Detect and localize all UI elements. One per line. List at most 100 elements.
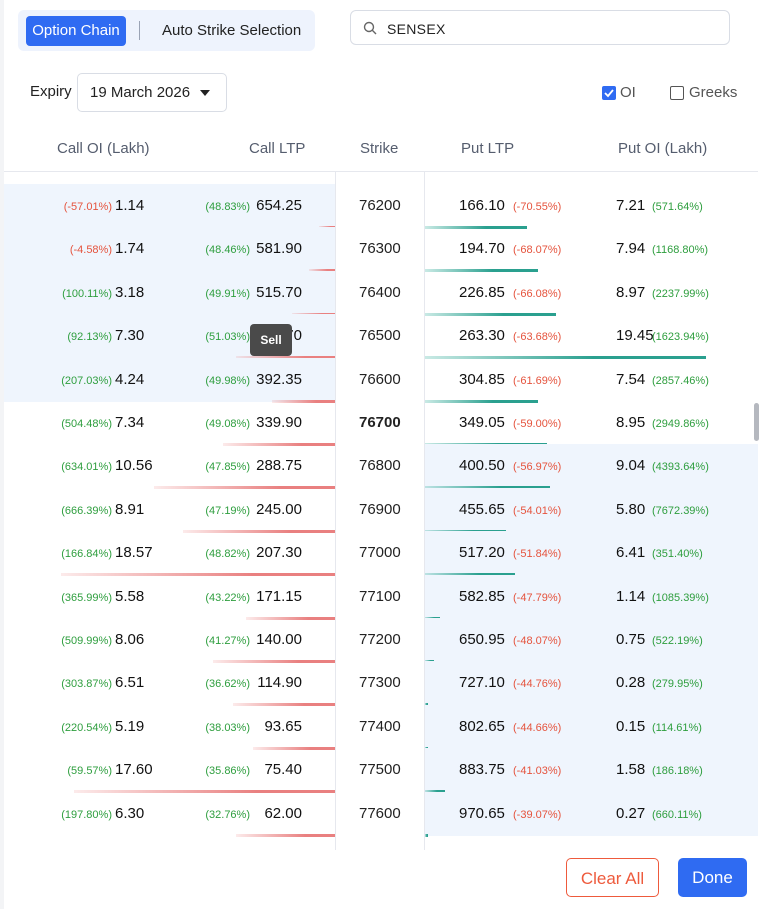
table-row[interactable]: (220.54%) 5.19 (38.03%) 93.65 77400 802.65 (-4… [4,704,758,750]
call-oi-value[interactable]: 6.30 [115,804,145,822]
put-oi-value[interactable]: 8.95 [616,414,646,431]
col-strike[interactable]: Strike [360,140,399,157]
expiry-select[interactable]: 19 March 2026 [77,73,227,112]
call-ltp-value[interactable]: 207.30 [256,544,302,562]
oi-checkbox[interactable] [602,86,616,100]
put-oi-value[interactable]: 1.14 [616,587,646,605]
table-row[interactable]: (-57.01%) 1.14 (48.83%) 654.25 76200 166.10 (-… [4,184,758,229]
call-oi-value[interactable]: 5.58 [115,587,145,605]
call-oi-value[interactable]: 3.18 [115,283,145,301]
table-row[interactable]: (197.80%) 6.30 (32.76%) 62.00 77600 970.65 (-3… [4,791,758,837]
put-ltp-value[interactable]: 582.85 [459,587,505,605]
call-oi-value[interactable]: 17.60 [115,761,153,779]
call-ltp-value[interactable]: 62.00 [264,804,302,822]
table-row[interactable]: (509.99%) 8.06 (41.27%) 140.00 77200 650.95 (-… [4,618,758,663]
put-oi-value[interactable]: 7.54 [616,370,646,388]
call-oi-value[interactable]: 8.06 [115,631,145,648]
put-oi-value[interactable]: 7.94 [616,240,646,258]
put-ltp-value[interactable]: 194.70 [459,240,505,258]
call-oi-change: (504.48%) [61,418,112,430]
put-oi-value[interactable]: 5.80 [616,500,646,518]
put-oi-change: (114.61%) [652,721,702,734]
put-oi-value[interactable]: 19.45 [616,327,654,345]
call-ltp-value[interactable]: 93.65 [264,717,302,735]
put-oi-value[interactable]: 8.97 [616,283,646,301]
put-ltp-value[interactable]: 455.65 [459,500,505,518]
put-ltp-value[interactable]: 650.95 [459,631,505,648]
table-row[interactable]: (-4.58%) 1.74 (48.46%) 581.90 76300 194.70 (-6… [4,227,758,273]
call-oi-value[interactable]: 4.24 [115,370,145,388]
tab-auto-strike-selection[interactable]: Auto Strike Selection [162,22,302,39]
put-oi-value[interactable]: 0.28 [616,674,646,692]
call-ltp-value[interactable]: 288.75 [256,457,302,475]
call-oi-change: (666.39%) [61,504,112,517]
put-ltp-value[interactable]: 226.85 [459,283,505,301]
tab-option-chain[interactable]: Option Chain [26,16,126,46]
oi-label[interactable]: OI [620,84,636,101]
scrollbar-thumb[interactable] [754,403,759,441]
put-ltp-change: (-68.07%) [513,244,562,257]
call-oi-value[interactable]: 7.34 [115,414,145,431]
table-row[interactable]: (365.99%) 5.58 (43.22%) 171.15 77100 582.85 (-… [4,574,758,620]
greeks-label[interactable]: Greeks [689,84,738,101]
put-oi-value[interactable]: 0.15 [616,717,646,735]
put-ltp-value[interactable]: 349.05 [459,414,505,431]
put-ltp-value[interactable]: 304.85 [459,370,505,388]
sell-tooltip[interactable]: Sell [250,324,292,356]
put-oi-value[interactable]: 9.04 [616,457,646,475]
call-ltp-value[interactable]: 515.70 [256,283,302,301]
put-oi-value[interactable]: 0.27 [616,804,646,822]
table-row[interactable]: (166.84%) 18.57 (48.82%) 207.30 77000 517.20 (… [4,531,758,577]
call-ltp-value[interactable]: 339.90 [256,414,302,431]
col-put-oi[interactable]: Put OI (Lakh) [618,140,708,157]
call-ltp-value[interactable]: 171.15 [256,587,302,605]
table-row[interactable]: (303.87%) 6.51 (36.62%) 114.90 77300 727.10 (-… [4,661,758,707]
table-row[interactable]: (504.48%) 7.34 (49.08%) 339.90 76700 349.05 (-… [4,401,758,446]
table-row[interactable]: (100.11%) 3.18 (49.91%) 515.70 76400 226.85 (-… [4,270,758,316]
put-oi-value[interactable]: 6.41 [616,544,646,562]
call-oi-value[interactable]: 6.51 [115,674,145,692]
done-button[interactable]: Done [678,858,747,897]
call-oi-value[interactable]: 1.14 [115,197,145,214]
put-ltp-value[interactable]: 400.50 [459,457,505,475]
put-oi-value[interactable]: 1.58 [616,761,646,779]
call-ltp-value[interactable]: 75.40 [264,761,302,779]
put-ltp-value[interactable]: 263.30 [459,327,505,345]
put-ltp-value[interactable]: 970.65 [459,804,505,822]
call-oi-value[interactable]: 7.30 [115,327,145,345]
option-chain-rows: (-57.01%) 1.14 (48.83%) 654.25 76200 166.10 (-… [4,171,758,850]
table-row[interactable]: (634.01%) 10.56 (47.85%) 288.75 76800 400.50 (… [4,444,758,490]
put-oi-value[interactable]: 0.75 [616,631,646,648]
search-input[interactable] [385,11,719,46]
put-ltp-change: (-47.79%) [513,591,562,604]
table-row[interactable]: (666.39%) 8.91 (47.19%) 245.00 76900 455.65 (-… [4,487,758,533]
call-ltp-value[interactable]: 114.90 [257,674,302,692]
call-ltp-value[interactable]: 140.00 [256,631,302,648]
put-ltp-value[interactable]: 802.65 [459,717,505,735]
put-ltp-value[interactable]: 166.10 [459,197,505,214]
call-oi-value[interactable]: 18.57 [115,544,153,562]
put-oi-bar [425,356,707,360]
put-ltp-value[interactable]: 517.20 [459,544,505,562]
search-box[interactable] [350,10,730,46]
call-oi-value[interactable]: 1.74 [115,240,145,258]
call-ltp-value[interactable]: 392.35 [256,370,302,388]
call-oi-value[interactable]: 5.19 [115,717,145,735]
put-oi-value[interactable]: 7.21 [616,197,646,214]
call-oi-value[interactable]: 10.56 [115,457,153,475]
table-row[interactable]: (59.57%) 17.60 (35.86%) 75.40 77500 883.75 (-4… [4,748,758,794]
call-ltp-value[interactable]: 245.00 [256,500,302,518]
call-ltp-change: (49.91%) [205,287,250,300]
clear-all-button[interactable]: Clear All [566,858,659,897]
table-row[interactable]: (207.03%) 4.24 (49.98%) 392.35 76600 304.85 (-… [4,357,758,403]
put-ltp-value[interactable]: 883.75 [459,761,505,779]
col-call-oi[interactable]: Call OI (Lakh) [57,140,150,157]
call-ltp-value[interactable]: 581.90 [256,240,302,258]
col-put-ltp[interactable]: Put LTP [461,140,515,157]
call-ltp-value[interactable]: 654.25 [256,197,302,214]
table-row[interactable]: (92.13%)7.30(51.03%)453.7076500263.30(-6… [4,314,758,360]
call-oi-value[interactable]: 8.91 [115,500,145,518]
col-call-ltp[interactable]: Call LTP [249,140,306,157]
put-ltp-value[interactable]: 727.10 [459,674,505,692]
greeks-checkbox[interactable] [670,86,684,100]
